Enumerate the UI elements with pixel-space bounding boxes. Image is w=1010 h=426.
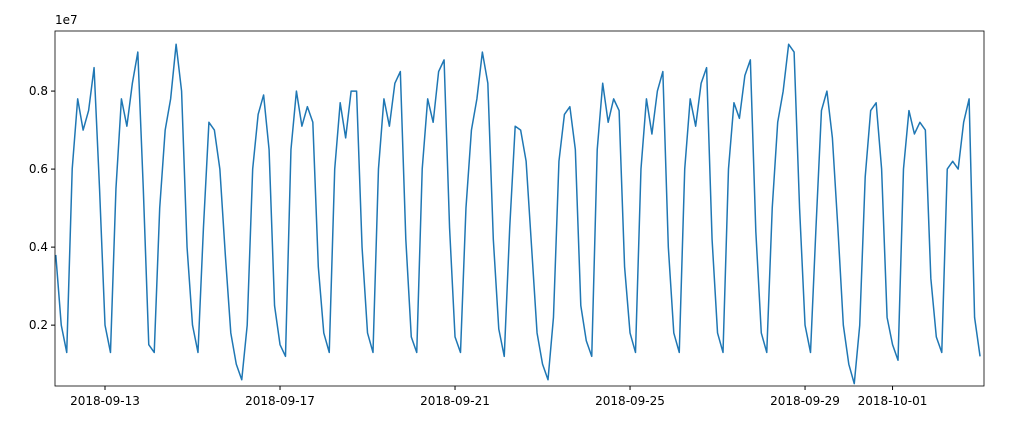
x-tick-label: 2018-09-13 — [70, 394, 140, 408]
x-tick-label: 2018-09-25 — [595, 394, 665, 408]
data-line — [55, 43, 981, 385]
x-tick-label: 2018-09-29 — [770, 394, 840, 408]
y-tick-label: 0.4 — [29, 240, 48, 254]
y-tick-label: 0.2 — [29, 318, 48, 332]
y-offset-label: 1e7 — [55, 13, 78, 27]
x-tick-label: 2018-09-17 — [245, 394, 315, 408]
x-tick-label: 2018-09-21 — [420, 394, 490, 408]
y-tick-label: 0.6 — [29, 162, 48, 176]
x-tick-label: 2018-10-01 — [858, 394, 928, 408]
plot-frame — [54, 30, 985, 387]
y-tick-label: 0.8 — [29, 84, 48, 98]
